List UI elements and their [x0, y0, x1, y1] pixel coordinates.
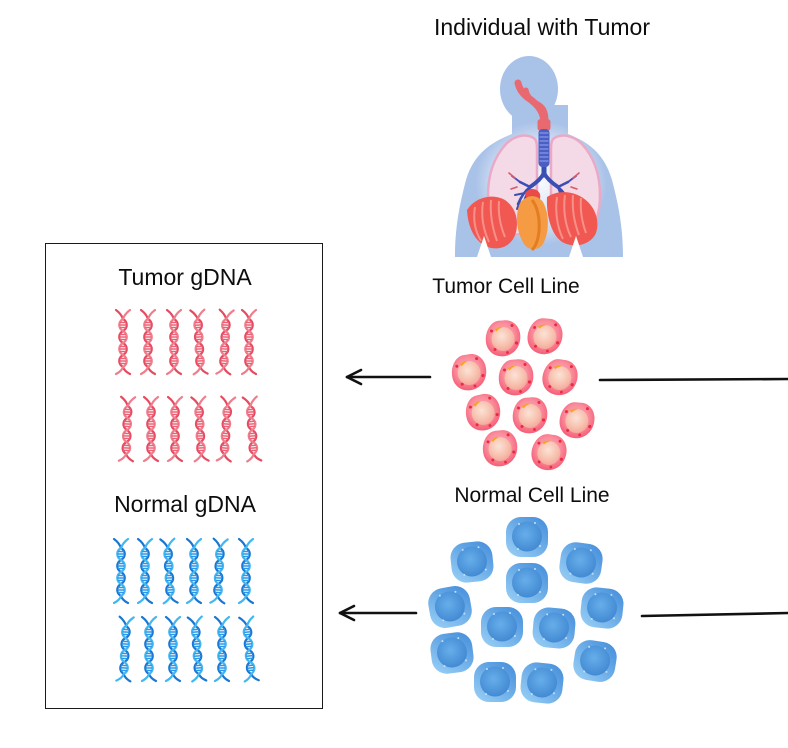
normal-cell-icon [481, 607, 523, 647]
trachea-icon [514, 79, 551, 167]
dna-double-helix-icon [140, 615, 158, 683]
tumor-gdna-label: Tumor gDNA [118, 264, 252, 290]
dna-double-helix-icon [114, 308, 132, 376]
tumor-cell-icon [528, 431, 570, 472]
normal-cell-icon [571, 637, 619, 685]
dna-double-helix-icon [241, 395, 263, 463]
dna-double-helix-icon [164, 615, 182, 683]
tumor-cell-icon [498, 359, 534, 396]
dna-double-helix-icon [213, 615, 231, 683]
tumor-gdna-row-1 [114, 308, 258, 376]
dna-double-helix-icon [139, 308, 157, 376]
dna-double-helix-icon [185, 537, 203, 605]
normal-cell-icon [506, 517, 548, 557]
normal-cell-icon [426, 583, 475, 631]
normal-cell-icon [506, 563, 548, 603]
dna-double-helix-icon [240, 308, 258, 376]
liver-icon [516, 196, 548, 250]
tumor-cell-icon [512, 397, 548, 434]
tumor-cell-icon [539, 356, 581, 399]
tumor-cell-icon [557, 400, 597, 441]
left-arrow-icon-tumor [345, 368, 432, 386]
dna-double-helix-icon [165, 308, 183, 376]
diaphragm-icon [467, 188, 598, 252]
dna-double-helix-icon [190, 395, 210, 463]
normal-cell-cluster [426, 517, 625, 706]
normal-cell-icon [531, 606, 577, 650]
dna-double-helix-icon [117, 395, 137, 463]
dna-double-helix-icon [159, 537, 179, 605]
tumor-gdna-row-2 [117, 395, 263, 463]
gdna-box: Tumor gDNA Normal gDNA [45, 243, 323, 709]
arm-notch-right [569, 236, 583, 257]
dna-double-helix-icon [189, 308, 209, 376]
dna-double-helix-icon [238, 615, 260, 683]
tumor-cell-icon [481, 429, 519, 468]
tumor-cell-icon [485, 320, 521, 357]
dna-double-helix-icon [166, 395, 184, 463]
normal-cell-icon [474, 662, 516, 702]
arm-notch-left [477, 236, 491, 257]
normal-cell-line-label: Normal Cell Line [454, 484, 610, 507]
human-torso-with-lungs-icon [455, 56, 623, 257]
dna-double-helix-icon [115, 615, 135, 683]
tumor-cell-icon [525, 316, 565, 357]
page-title: Individual with Tumor [433, 14, 651, 40]
normal-cell-icon [579, 585, 625, 631]
dna-double-helix-icon [136, 537, 154, 605]
dna-double-helix-icon [237, 537, 255, 605]
normal-gdna-label: Normal gDNA [114, 491, 256, 517]
tumor-cell-icon [462, 391, 504, 434]
normal-cell-icon [449, 539, 495, 585]
dna-double-helix-icon [186, 615, 208, 683]
normal-gdna-row-1 [112, 537, 255, 605]
normal-cell-icon [519, 660, 565, 706]
incoming-line-tumor [598, 377, 788, 382]
tumor-cell-cluster [450, 316, 597, 472]
normal-cell-icon [428, 630, 476, 676]
dna-double-helix-icon [215, 308, 235, 376]
incoming-line-normal [640, 611, 788, 618]
normal-gdna-row-2 [115, 615, 260, 683]
left-arrow-icon-normal [338, 604, 418, 622]
normal-cell-icon [557, 540, 605, 586]
tumor-cell-icon [450, 352, 489, 393]
dna-double-helix-icon [142, 395, 160, 463]
dna-double-helix-icon [112, 537, 130, 605]
tumor-cell-line-label: Tumor Cell Line [432, 275, 580, 298]
dna-double-helix-icon [215, 395, 237, 463]
dna-double-helix-icon [209, 537, 229, 605]
